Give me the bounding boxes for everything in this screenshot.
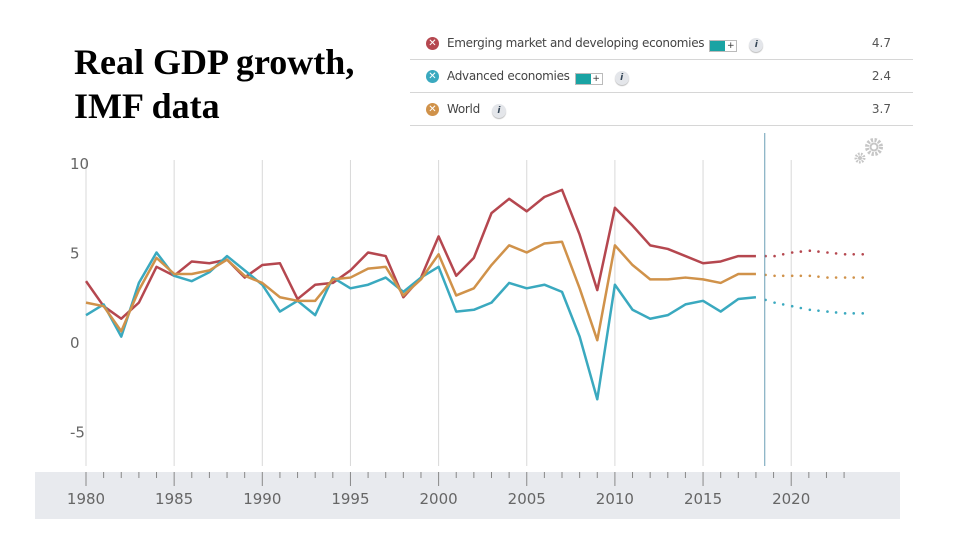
series-line	[84, 188, 756, 320]
x-tick-label: 2005	[508, 490, 546, 508]
projection-dot	[781, 252, 785, 256]
legend-label: World	[447, 102, 480, 116]
x-tick-label: 2010	[596, 490, 634, 508]
info-icon[interactable]: i	[749, 38, 764, 52]
info-icon[interactable]: i	[614, 71, 629, 85]
projection-dot	[843, 252, 847, 256]
remove-series-icon[interactable]: ✕	[426, 102, 439, 116]
slide-title-line2: IMF data	[74, 86, 220, 126]
projection-dot	[852, 276, 856, 279]
projection-dot	[781, 274, 785, 278]
y-tick-label: 10	[70, 155, 89, 173]
plus-icon: +	[725, 41, 737, 51]
x-tick-label: 1980	[67, 490, 105, 508]
projection-dot	[773, 274, 776, 278]
projection-dot	[773, 301, 776, 304]
remove-series-icon[interactable]: ✕	[426, 69, 439, 83]
settings-button[interactable]	[850, 137, 890, 171]
projection-dot	[790, 274, 794, 278]
projection-dot	[826, 276, 829, 279]
series-line	[85, 240, 756, 342]
legend-item-world[interactable]: ✕ World i 3.7	[410, 93, 913, 126]
x-tick-label: 2020	[772, 490, 810, 508]
projection-dot	[843, 276, 847, 279]
projection-dot	[808, 274, 812, 278]
slide-title-line1: Real GDP growth,	[74, 42, 355, 82]
projection-dot	[852, 312, 856, 315]
expand-toggle[interactable]: +	[574, 73, 603, 85]
y-tick-label: 0	[70, 334, 80, 352]
legend-value: 3.7	[871, 102, 891, 116]
legend-label: Advanced economies	[447, 69, 570, 83]
projection-dot	[843, 312, 847, 315]
x-tick-label: 1985	[155, 490, 193, 508]
x-axis-navigator[interactable]	[35, 472, 900, 519]
y-tick-label: -5	[70, 424, 85, 442]
plus-icon: +	[590, 74, 602, 84]
gear-icon	[854, 138, 883, 164]
legend-value: 4.7	[871, 36, 891, 50]
projection-dot	[817, 250, 820, 253]
projection-dot	[817, 309, 820, 312]
slide-title: Real GDP growth, IMF data	[74, 40, 354, 128]
x-tick-label: 1995	[331, 490, 369, 508]
projection-dot	[861, 276, 865, 279]
expand-toggle[interactable]: +	[709, 40, 738, 52]
x-tick-label: 1990	[243, 490, 281, 508]
y-tick-label: 5	[70, 245, 80, 263]
remove-series-icon[interactable]: ✕	[426, 36, 439, 50]
legend-label: Emerging market and developing economies	[447, 36, 705, 50]
info-icon[interactable]: i	[491, 104, 506, 118]
projection-dot	[781, 303, 785, 306]
projection-dot	[799, 250, 803, 253]
projection-dot	[834, 311, 838, 314]
projection-dot	[826, 251, 829, 254]
toggle-on	[575, 74, 591, 84]
legend-item-emerging[interactable]: ✕ Emerging market and developing economi…	[410, 27, 913, 60]
projection-dot	[808, 249, 812, 253]
projection-dot	[808, 308, 812, 312]
legend: ✕ Emerging market and developing economi…	[410, 27, 913, 126]
x-tick-label: 2000	[420, 490, 458, 508]
legend-value: 2.4	[871, 69, 891, 83]
projection-dot	[834, 252, 838, 255]
projection-dot	[834, 276, 838, 279]
projection-dot	[799, 306, 803, 310]
projection-dot	[861, 252, 865, 256]
projection-dot	[790, 304, 794, 308]
projection-dot	[826, 310, 829, 313]
projection-dot	[773, 254, 776, 258]
projection-dot	[790, 251, 794, 254]
projection-dot	[799, 274, 803, 278]
legend-item-advanced[interactable]: ✕ Advanced economies + i 2.4	[410, 60, 913, 93]
projection-dot	[852, 252, 856, 256]
toggle-on	[710, 41, 726, 51]
projection-dot	[817, 275, 820, 278]
x-tick-label: 2015	[684, 490, 722, 508]
projection-dot	[861, 312, 865, 315]
